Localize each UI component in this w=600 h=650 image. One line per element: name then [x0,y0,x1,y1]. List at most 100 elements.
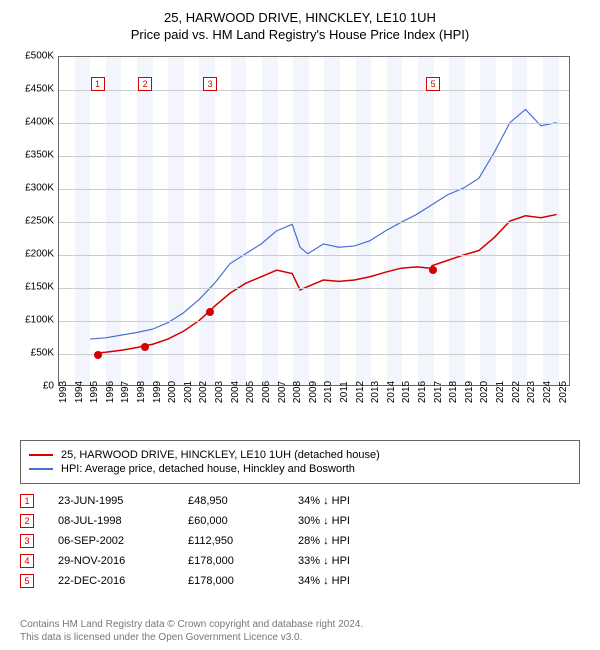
x-tick-label: 1998 [136,381,147,403]
x-tick-label: 2022 [511,381,522,403]
sales-price: £178,000 [188,555,298,567]
x-tick-label: 1999 [152,381,163,403]
y-tick-label: £300K [25,183,54,194]
sales-delta: 33% ↓ HPI [298,555,350,567]
sale-marker-dot [141,343,149,351]
y-tick-label: £50K [31,348,54,359]
x-tick-label: 2007 [277,381,288,403]
footnote: Contains HM Land Registry data © Crown c… [20,618,580,644]
sale-marker-label: 3 [203,77,217,91]
sale-marker-dot [206,308,214,316]
plot-area: 1 2 3 5 [58,56,570,386]
y-tick-label: £0 [43,381,54,392]
y-tick-label: £500K [25,51,54,62]
sale-marker-label: 1 [91,77,105,91]
sale-marker-label: 2 [138,77,152,91]
sales-index-box: 1 [20,494,34,508]
x-tick-label: 2018 [448,381,459,403]
x-tick-label: 2011 [339,381,350,403]
gridline [59,321,569,322]
sales-date: 08-JUL-1998 [58,515,188,527]
sales-row: 522-DEC-2016£178,00034% ↓ HPI [20,574,580,588]
x-tick-label: 1993 [58,381,69,403]
sales-date: 06-SEP-2002 [58,535,188,547]
title-subtitle: Price paid vs. HM Land Registry's House … [10,27,590,42]
x-tick-label: 2020 [479,381,490,403]
gridline [59,123,569,124]
sales-date: 22-DEC-2016 [58,575,188,587]
x-tick-label: 2019 [464,381,475,403]
y-tick-label: £350K [25,150,54,161]
y-tick-label: £250K [25,216,54,227]
x-tick-label: 2014 [386,381,397,403]
legend-swatch [29,468,53,470]
legend-row: 25, HARWOOD DRIVE, HINCKLEY, LE10 1UH (d… [29,449,571,461]
chart-title: 25, HARWOOD DRIVE, HINCKLEY, LE10 1UH Pr… [0,0,600,46]
legend-row: HPI: Average price, detached house, Hinc… [29,463,571,475]
gridline [59,156,569,157]
sales-delta: 34% ↓ HPI [298,575,350,587]
x-tick-label: 2012 [355,381,366,403]
x-tick-label: 2004 [230,381,241,403]
x-tick-label: 2015 [401,381,412,403]
sales-table: 123-JUN-1995£48,95034% ↓ HPI 2 08-JUL-1998… [20,494,580,588]
legend-swatch [29,454,53,456]
x-tick-label: 1996 [105,381,116,403]
x-tick-label: 2009 [308,381,319,403]
gridline [59,354,569,355]
sales-price: £112,950 [188,535,298,547]
x-tick-label: 2024 [542,381,553,403]
sale-marker-dot [429,266,437,274]
x-tick-label: 2010 [323,381,334,403]
x-tick-label: 2023 [526,381,537,403]
x-tick-label: 2002 [198,381,209,403]
sales-delta: 28% ↓ HPI [298,535,350,547]
chart: 1 2 3 5 £0 £50K £100K £150K £200K £250K £300K £350… [20,52,580,432]
sales-delta: 34% ↓ HPI [298,495,350,507]
sales-row: 123-JUN-1995£48,95034% ↓ HPI [20,494,580,508]
x-tick-label: 2016 [417,381,428,403]
x-tick-label: 2008 [292,381,303,403]
sales-price: £178,000 [188,575,298,587]
sales-price: £60,000 [188,515,298,527]
sales-row: 3 06-SEP-2002£112,95028% ↓ HPI [20,534,580,548]
sales-row: 4 29-NOV-2016£178,00033% ↓ HPI [20,554,580,568]
x-tick-label: 2000 [167,381,178,403]
y-tick-label: £100K [25,315,54,326]
series-hpi [90,109,556,339]
gridline [59,222,569,223]
sales-date: 29-NOV-2016 [58,555,188,567]
x-tick-label: 2006 [261,381,272,403]
legend-label: HPI: Average price, detached house, Hinc… [61,463,355,475]
legend: 25, HARWOOD DRIVE, HINCKLEY, LE10 1UH (d… [20,440,580,484]
title-address: 25, HARWOOD DRIVE, HINCKLEY, LE10 1UH [10,10,590,25]
y-tick-label: £200K [25,249,54,260]
sales-delta: 30% ↓ HPI [298,515,350,527]
x-tick-label: 2003 [214,381,225,403]
sales-index-box: 2 [20,514,34,528]
footnote-line2: This data is licensed under the Open Gov… [20,631,580,644]
y-tick-label: £400K [25,117,54,128]
legend-label: 25, HARWOOD DRIVE, HINCKLEY, LE10 1UH (d… [61,449,380,461]
gridline [59,189,569,190]
gridline [59,288,569,289]
x-tick-label: 2021 [495,381,506,403]
x-tick-label: 2001 [183,381,194,403]
sale-marker-label: 5 [426,77,440,91]
x-tick-label: 2025 [558,381,569,403]
x-tick-label: 1997 [120,381,131,403]
chart-lines [59,57,569,385]
sales-index-box: 4 [20,554,34,568]
footnote-line1: Contains HM Land Registry data © Crown c… [20,618,580,631]
sales-index-box: 3 [20,534,34,548]
x-tick-label: 2017 [433,381,444,403]
series-price_paid [98,214,557,352]
gridline [59,90,569,91]
x-tick-label: 1995 [89,381,100,403]
x-tick-label: 1994 [74,381,85,403]
sale-marker-dot [94,351,102,359]
y-tick-label: £150K [25,282,54,293]
x-tick-label: 2005 [245,381,256,403]
sales-price: £48,950 [188,495,298,507]
x-tick-label: 2013 [370,381,381,403]
